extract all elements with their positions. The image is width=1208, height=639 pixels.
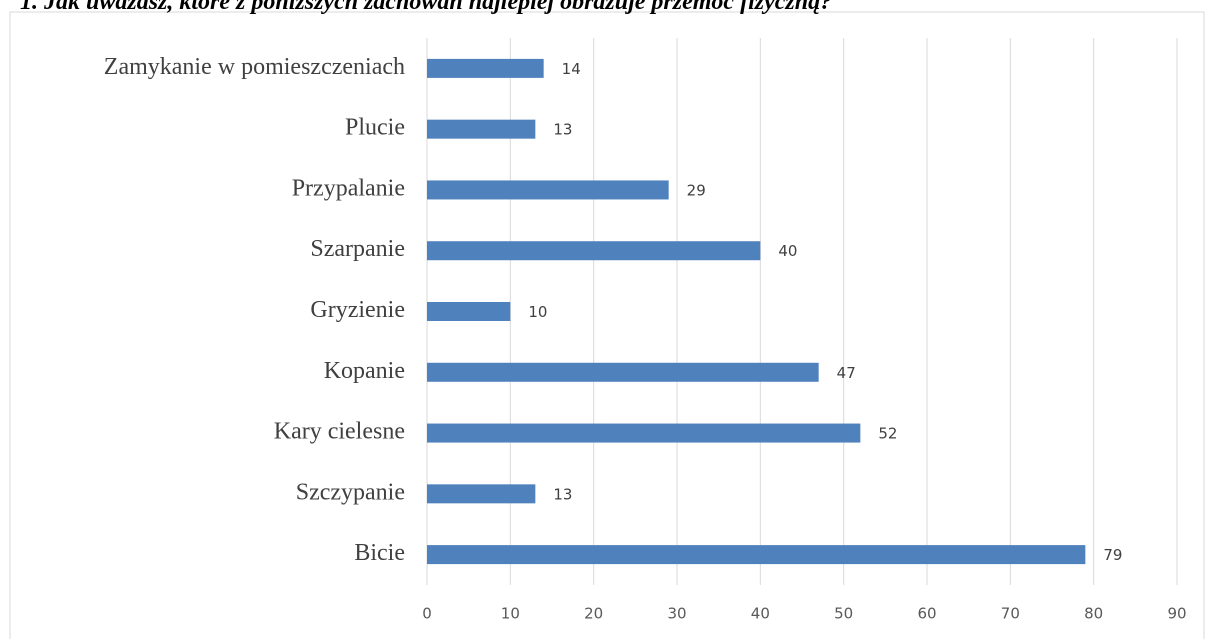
y-tick-label: Przypalanie — [292, 175, 405, 201]
bar — [427, 180, 669, 200]
value-label: 14 — [562, 60, 581, 78]
y-tick-label: Szczypanie — [296, 479, 405, 505]
y-tick-label: Kary cielesne — [274, 419, 405, 445]
bar — [427, 423, 861, 443]
y-tick-label: Bicie — [354, 540, 405, 566]
x-tick-label: 50 — [834, 605, 853, 623]
y-tick-label: Kopanie — [324, 358, 405, 384]
value-label: 10 — [528, 303, 547, 321]
value-label: 79 — [1103, 546, 1122, 564]
bar — [427, 545, 1086, 565]
y-tick-label: Gryzienie — [310, 297, 405, 323]
bar — [427, 119, 536, 139]
x-tick-label: 80 — [1084, 605, 1103, 623]
value-label: 52 — [878, 425, 897, 443]
bar — [427, 241, 761, 261]
value-label: 29 — [687, 181, 706, 199]
chart-title: 1. Jak uważasz, które z poniższych zacho… — [20, 0, 832, 15]
bar — [427, 362, 819, 382]
bar — [427, 302, 511, 321]
x-tick-label: 30 — [667, 605, 686, 623]
y-tick-label: Zamykanie w pomieszczeniach — [104, 54, 405, 80]
chart-border — [9, 11, 1205, 639]
bar — [427, 484, 536, 504]
y-tick-label: Plucie — [345, 115, 405, 141]
x-tick-label: 90 — [1167, 605, 1186, 623]
value-label: 13 — [553, 485, 572, 503]
x-tick-label: 0 — [422, 605, 432, 623]
x-tick-label: 70 — [1001, 605, 1020, 623]
x-tick-label: 60 — [917, 605, 936, 623]
x-tick-label: 10 — [501, 605, 520, 623]
value-label: 47 — [837, 364, 856, 382]
y-tick-label: Szarpanie — [310, 236, 405, 262]
value-label: 40 — [778, 242, 797, 260]
x-tick-label: 40 — [751, 605, 770, 623]
value-label: 13 — [553, 121, 572, 139]
x-tick-label: 20 — [584, 605, 603, 623]
bar — [427, 58, 544, 78]
